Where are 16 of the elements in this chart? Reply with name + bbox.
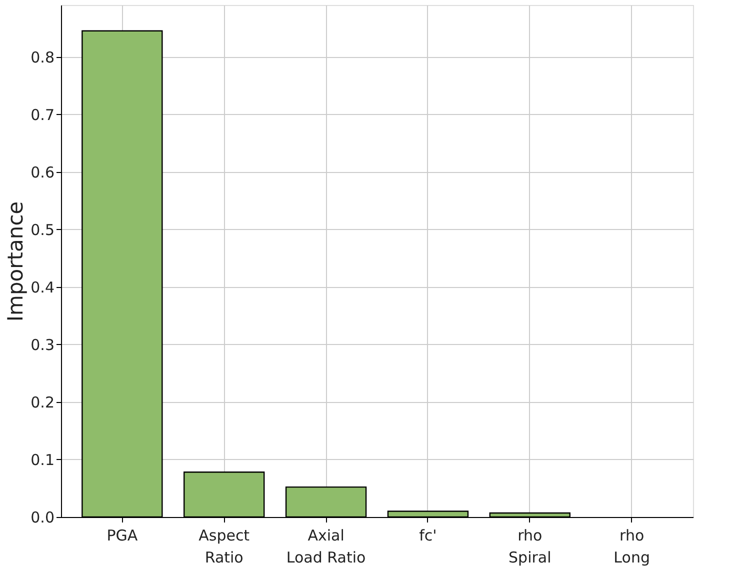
y-tick-label: 0.3 (30, 336, 54, 354)
y-tick-label: 0.7 (30, 106, 54, 124)
y-tick-label: 0.2 (30, 393, 54, 412)
x-tick-label: Axial Load Ratio (286, 526, 366, 566)
y-axis-title: Importance (4, 201, 28, 322)
x-tick-label: fc' (419, 526, 437, 544)
y-tick-label: 0.1 (30, 450, 54, 469)
y-tick-label: 0.6 (30, 163, 54, 182)
x-tick-label: Aspect Ratio (198, 526, 250, 566)
y-tick-label: 0.4 (30, 278, 54, 296)
y-tick-label: 0.5 (30, 220, 54, 239)
y-tick-label: 0.8 (30, 48, 54, 66)
x-tick-label: rho Long (614, 526, 650, 566)
x-tick-label: PGA (106, 526, 138, 544)
y-tick-label: 0.0 (30, 508, 54, 526)
x-tick-label: rho Spiral (508, 526, 552, 566)
